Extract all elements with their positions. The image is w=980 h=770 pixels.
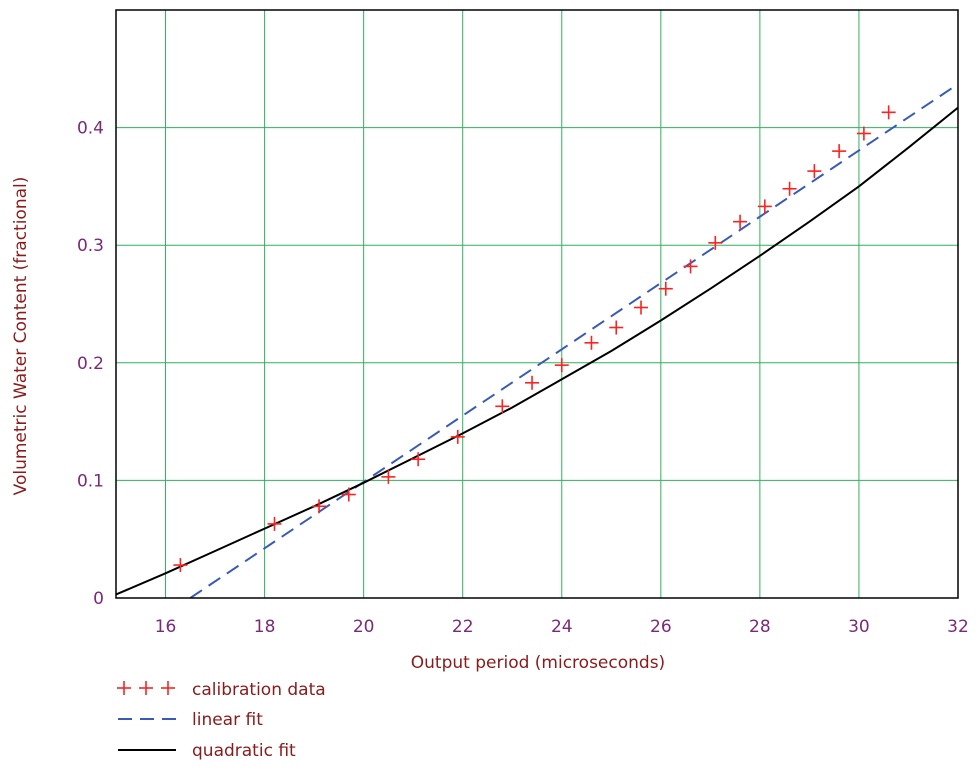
x-tick-label: 32 — [947, 617, 969, 637]
legend-label-quadratic: quadratic fit — [192, 741, 296, 761]
legend-item-linear: linear fit — [118, 710, 263, 730]
data-point — [525, 375, 540, 390]
legend-plus-marker — [161, 681, 175, 695]
x-axis-label: Output period (microseconds) — [411, 653, 665, 673]
data-point — [881, 105, 896, 120]
data-point — [341, 487, 356, 502]
y-tick-label: 0.4 — [77, 119, 104, 139]
x-tick-labels: 16 18 20 22 24 26 28 30 32 — [155, 617, 969, 637]
data-point — [856, 126, 871, 141]
y-tick-label: 0.3 — [77, 236, 104, 256]
data-point — [450, 429, 465, 444]
legend-marker-plus-icon — [117, 681, 175, 695]
plot-frame — [115, 9, 959, 599]
legend: calibration data linear fit quadratic fi… — [117, 680, 326, 761]
data-point — [609, 320, 624, 335]
legend-item-quadratic: quadratic fit — [118, 741, 296, 761]
quadratic-fit-line — [116, 106, 958, 596]
data-point — [658, 281, 673, 296]
data-markers — [173, 105, 896, 573]
grid — [116, 10, 958, 598]
x-tick-label: 20 — [353, 617, 375, 637]
x-tick-label: 16 — [155, 617, 177, 637]
legend-label-linear: linear fit — [192, 710, 263, 730]
data-point — [683, 259, 698, 274]
data-point — [807, 164, 822, 179]
data-point — [495, 399, 510, 414]
x-tick-label: 18 — [254, 617, 276, 637]
data-point — [173, 558, 188, 573]
data-point — [782, 181, 797, 196]
legend-item-calibration: calibration data — [117, 680, 326, 700]
y-tick-label: 0.1 — [77, 471, 104, 491]
data-point — [411, 452, 426, 467]
data-point — [757, 199, 772, 214]
y-axis-label: Volumetric Water Content (fractional) — [11, 177, 31, 496]
data-point — [708, 235, 723, 250]
data-point — [832, 144, 847, 159]
x-tick-label: 30 — [848, 617, 870, 637]
legend-plus-marker — [139, 681, 153, 695]
y-tick-label: 0.2 — [77, 354, 104, 374]
x-tick-label: 28 — [749, 617, 771, 637]
legend-label-calibration: calibration data — [192, 680, 326, 700]
data-point — [733, 214, 748, 229]
x-tick-label: 26 — [650, 617, 672, 637]
legend-plus-marker — [117, 681, 131, 695]
data-point — [267, 516, 282, 531]
data-point — [584, 335, 599, 350]
x-tick-label: 22 — [452, 617, 474, 637]
y-tick-labels: 0 0.1 0.2 0.3 0.4 — [77, 119, 104, 609]
y-tick-label: 0 — [93, 589, 104, 609]
linear-fit-line — [189, 83, 958, 598]
fit-lines — [116, 83, 958, 598]
x-tick-label: 24 — [551, 617, 573, 637]
data-point — [312, 499, 327, 514]
data-point — [634, 300, 649, 315]
data-point — [554, 358, 569, 373]
data-point — [381, 469, 396, 484]
